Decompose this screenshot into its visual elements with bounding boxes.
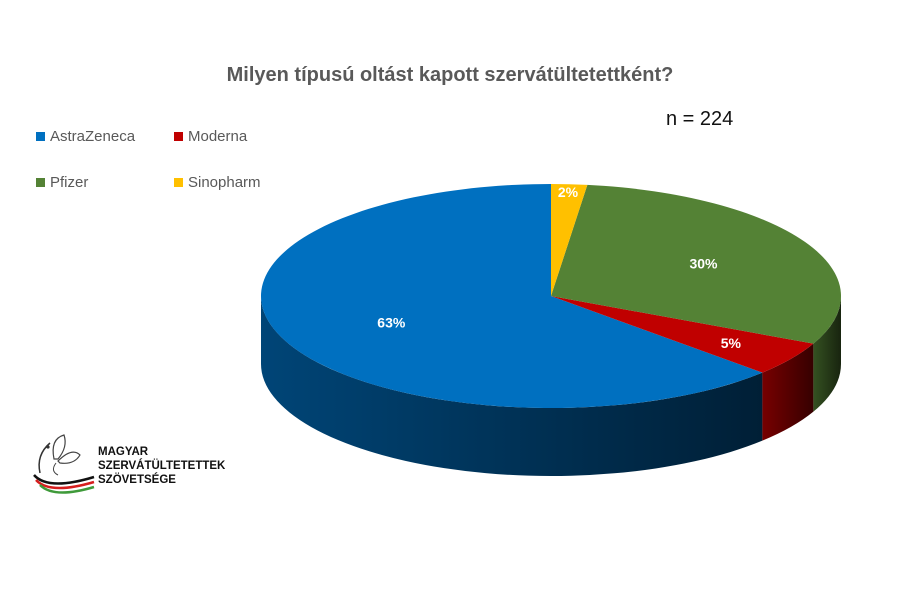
sample-size-label: n = 224 bbox=[666, 108, 734, 130]
legend-label-moderna: Moderna bbox=[188, 128, 248, 145]
pie-slice-astrazeneca bbox=[261, 184, 763, 408]
legend-label-sinopharm: Sinopharm bbox=[188, 174, 261, 191]
data-label-sinopharm: 2% bbox=[558, 184, 579, 200]
chart-title: Milyen típusú oltást kapott szervátültet… bbox=[226, 64, 674, 86]
legend-item-moderna: Moderna bbox=[174, 128, 247, 145]
logo-line-1: MAGYAR bbox=[98, 446, 149, 458]
logo-text: MAGYAR SZERVÁTÜLTETETTEK SZÖVETSÉGE bbox=[98, 445, 225, 487]
pie-slice-pfizer bbox=[551, 184, 842, 344]
pie-side-astrazeneca bbox=[261, 296, 763, 476]
legend-item-astrazeneca: AstraZeneca bbox=[36, 128, 135, 145]
pie-side-moderna bbox=[762, 343, 814, 441]
legend-item-sinopharm: Sinopharm bbox=[174, 174, 261, 191]
chart-legend: AstraZeneca Moderna Pfizer Sinopharm bbox=[36, 128, 336, 208]
legend-item-pfizer: Pfizer bbox=[36, 174, 88, 191]
legend-swatch-pfizer bbox=[36, 178, 45, 187]
legend-label-astrazeneca: AstraZeneca bbox=[50, 128, 136, 145]
legend-swatch-astrazeneca bbox=[36, 132, 45, 141]
pie-side-pfizer bbox=[813, 296, 841, 412]
data-label-astrazeneca: 63% bbox=[377, 315, 406, 331]
logo-line-2: SZERVÁTÜLTETETTEK bbox=[98, 460, 226, 472]
legend-swatch-sinopharm bbox=[174, 178, 183, 187]
data-label-pfizer: 30% bbox=[689, 256, 718, 272]
logo-line-3: SZÖVETSÉGE bbox=[98, 474, 176, 486]
data-label-moderna: 5% bbox=[721, 335, 742, 351]
pie-slice-moderna bbox=[551, 296, 814, 373]
pie-slice-sinopharm bbox=[551, 184, 588, 296]
legend-label-pfizer: Pfizer bbox=[50, 174, 89, 191]
legend-swatch-moderna bbox=[174, 132, 183, 141]
organization-logo: MAGYAR SZERVÁTÜLTETETTEK SZÖVETSÉGE bbox=[28, 425, 268, 500]
butterfly-logo-icon bbox=[33, 434, 95, 494]
